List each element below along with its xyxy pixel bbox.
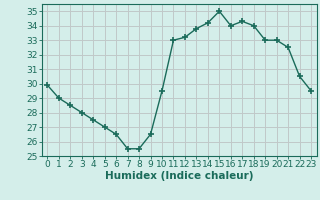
X-axis label: Humidex (Indice chaleur): Humidex (Indice chaleur) bbox=[105, 171, 253, 181]
